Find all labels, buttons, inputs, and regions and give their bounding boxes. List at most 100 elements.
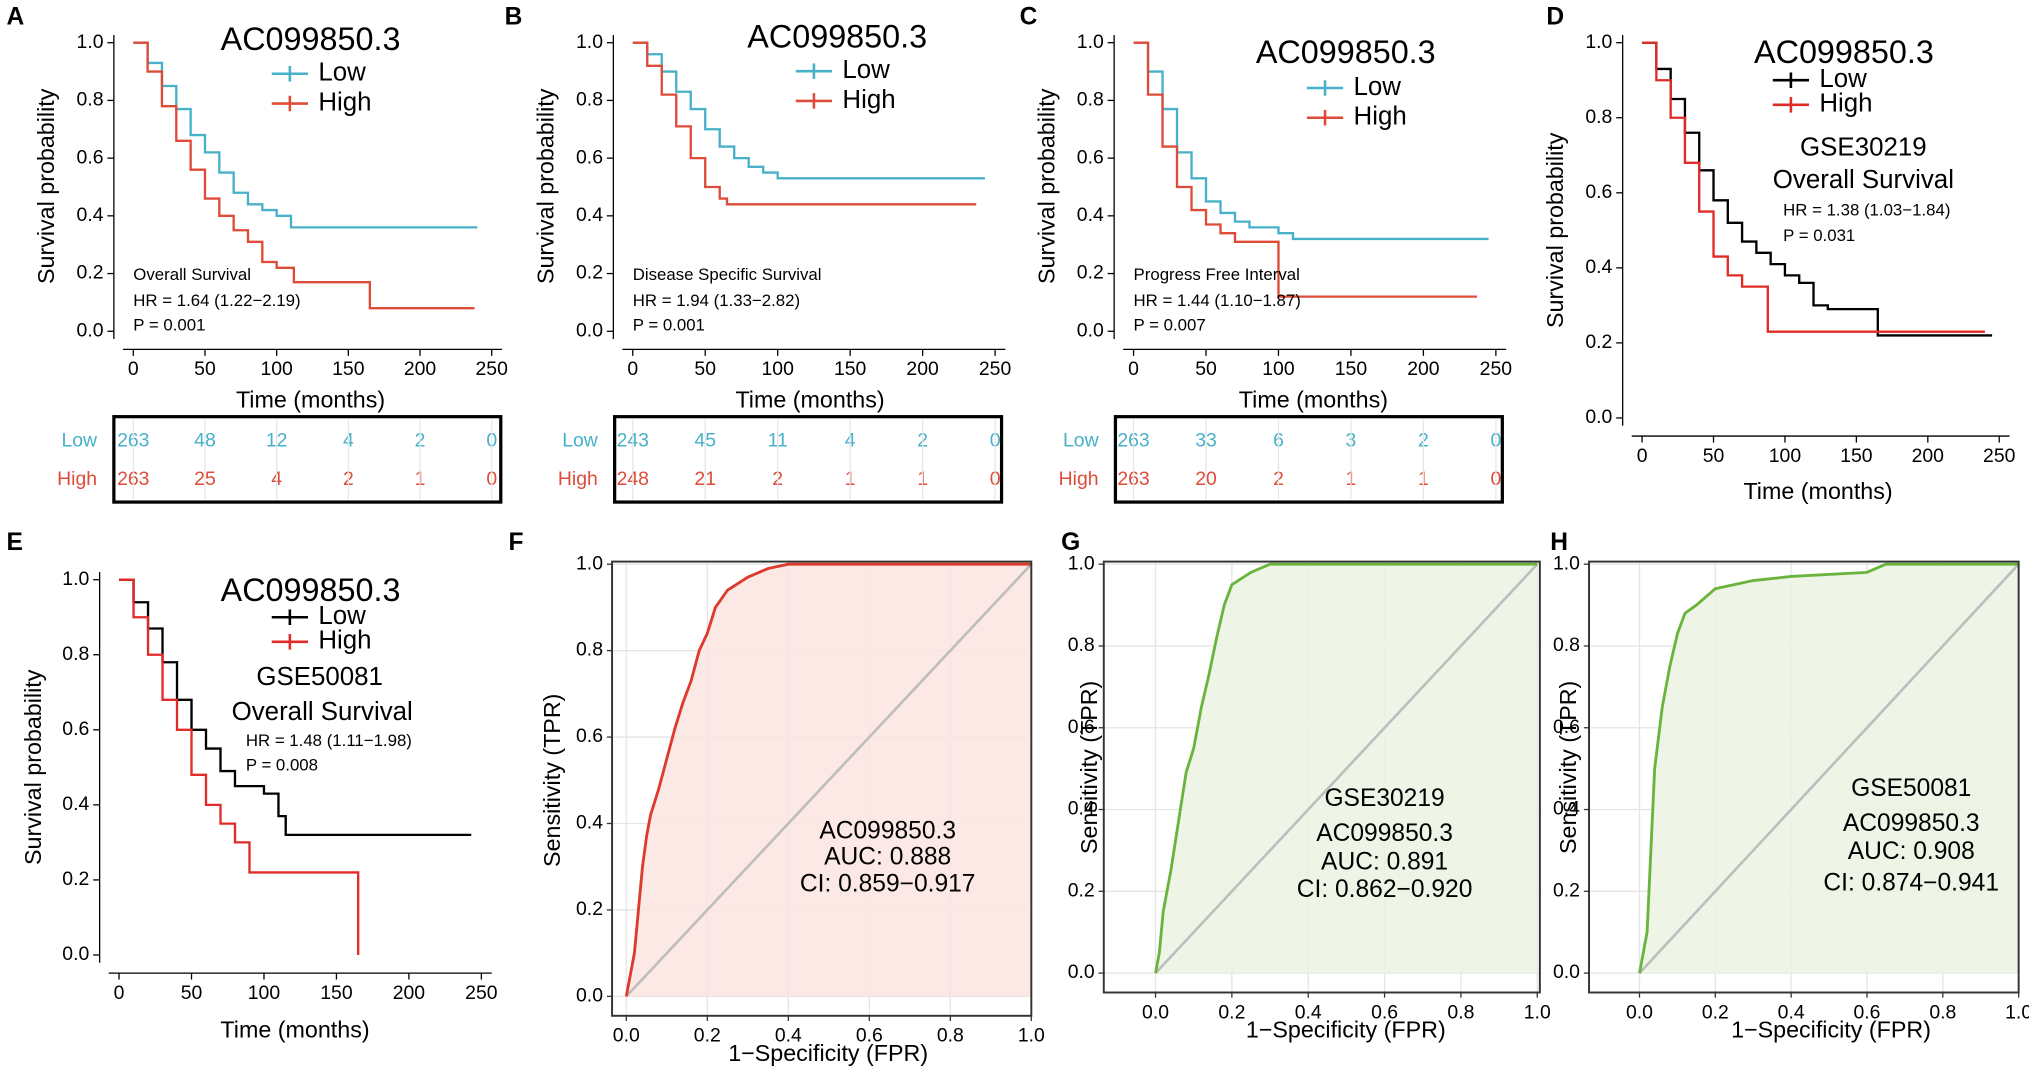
annotation: HR = 1.48 (1.11−1.98): [246, 731, 412, 750]
x-tick-label: 200: [1407, 358, 1440, 380]
survival-curve: [133, 41, 478, 229]
x-axis-title: 1−Specificity (FPR): [728, 1040, 928, 1066]
y-tick-label: 0.6: [576, 725, 603, 747]
x-tick-label: 0.8: [1929, 1001, 1956, 1023]
x-tick-label: 0: [128, 358, 139, 380]
x-axis-title: Time (months): [220, 1016, 369, 1042]
x-tick-label: 50: [694, 358, 716, 380]
plot-frame: [611, 560, 1033, 1017]
x-axis-title: 1−Specificity (FPR): [1731, 1016, 1931, 1042]
annotation: GSE30219: [1324, 785, 1444, 812]
x-axis-title: 1−Specificity (FPR): [1246, 1016, 1446, 1042]
x-tick-label: 100: [260, 358, 293, 380]
x-tick-label: 50: [181, 982, 203, 1004]
annotation: HR = 1.94 (1.33−2.82): [633, 291, 800, 310]
annotation: AC099850.3: [1316, 820, 1453, 847]
x-tick-label: 150: [1335, 358, 1368, 380]
risk-table-frame: [112, 415, 503, 504]
x-axis-title: Time (months): [236, 386, 385, 412]
x-tick-label: 1.0: [2005, 1001, 2029, 1023]
x-tick-label: 100: [761, 358, 794, 380]
y-axis-title: Sensitivity (TPR): [1555, 681, 1581, 854]
chart-title: AC099850.3: [221, 21, 401, 57]
y-tick-label: 0.4: [1068, 798, 1095, 820]
annotation: P = 0.001: [633, 316, 705, 335]
annotation: P = 0.031: [1783, 226, 1855, 245]
y-axis-title: Sensitivity (TPR): [1076, 681, 1102, 854]
annotation: AC099850.3: [819, 818, 956, 845]
y-tick-label: 1.0: [1068, 552, 1095, 574]
annotation: Disease Specific Survival: [633, 265, 822, 284]
plot-frame: [1102, 560, 1541, 994]
y-tick-label: 0.2: [62, 868, 89, 890]
y-tick-label: 0.2: [576, 898, 603, 920]
roc-curve: [624, 562, 1032, 997]
x-tick-label: 0.6: [856, 1025, 883, 1047]
x-tick-label: 150: [332, 358, 365, 380]
annotation: HR = 1.38 (1.03−1.84): [1783, 200, 1950, 219]
annotation: AC099850.3: [1843, 810, 1980, 837]
reference-diagonal: [1638, 563, 2020, 974]
roc-curve: [1154, 562, 1538, 974]
annotation: GSE50081: [256, 663, 383, 691]
survival-curve: [1642, 41, 1993, 337]
annotation: P = 0.008: [246, 755, 318, 774]
y-tick-label: 0.0: [62, 943, 89, 965]
y-tick-label: 1.0: [62, 568, 89, 590]
x-tick-label: 50: [1703, 445, 1725, 467]
legend-label: High: [318, 88, 371, 116]
x-tick-label: 0.4: [1778, 1001, 1805, 1023]
chart-title: AC099850.3: [1754, 34, 1934, 70]
survival-curve: [1642, 41, 1985, 333]
risk-row-label: High: [57, 468, 97, 490]
x-tick-label: 50: [1195, 358, 1217, 380]
y-tick-label: 0.0: [576, 319, 603, 341]
y-tick-label: 0.8: [77, 89, 104, 111]
y-tick-label: 0.0: [576, 985, 603, 1007]
y-tick-label: 0.0: [1077, 319, 1104, 341]
y-tick-label: 0.6: [77, 146, 104, 168]
y-axis-title: Survival probability: [20, 669, 46, 865]
y-tick-label: 0.4: [62, 793, 89, 815]
y-tick-label: 0.2: [1553, 879, 1580, 901]
x-axis-title: Time (months): [1743, 478, 1892, 504]
y-tick-label: 0.2: [1077, 262, 1104, 284]
x-tick-label: 0.2: [694, 1025, 721, 1047]
y-axis-title: Sensitivity (TPR): [539, 694, 565, 867]
y-tick-label: 0.8: [1585, 106, 1612, 128]
annotation: Progress Free Interval: [1134, 265, 1300, 284]
x-tick-label: 100: [248, 982, 281, 1004]
y-tick-label: 0.2: [77, 262, 104, 284]
x-tick-label: 250: [1983, 445, 2016, 467]
survival-curve: [1133, 41, 1489, 241]
y-tick-label: 0.4: [576, 204, 603, 226]
x-tick-label: 0.0: [1142, 1001, 1169, 1023]
x-tick-label: 0.2: [1218, 1001, 1245, 1023]
legend-label: High: [1819, 90, 1872, 118]
risk-row-label: Low: [1063, 429, 1100, 451]
annotation: HR = 1.44 (1.10−1.87): [1134, 291, 1301, 310]
x-tick-label: 200: [1912, 445, 1945, 467]
annotation: CI: 0.874−0.941: [1823, 869, 1999, 896]
x-tick-label: 100: [1262, 358, 1295, 380]
y-tick-label: 0.6: [1068, 716, 1095, 738]
x-tick-label: 0.8: [1447, 1001, 1474, 1023]
y-tick-label: 0.6: [62, 718, 89, 740]
annotation: CI: 0.862−0.920: [1297, 876, 1473, 903]
y-tick-label: 0.0: [1585, 406, 1612, 428]
x-tick-label: 0.4: [1295, 1001, 1322, 1023]
y-tick-label: 1.0: [1553, 552, 1580, 574]
y-tick-label: 0.2: [1068, 879, 1095, 901]
y-tick-label: 1.0: [1077, 31, 1104, 53]
chart-title: AC099850.3: [221, 572, 401, 608]
y-tick-label: 0.6: [1077, 146, 1104, 168]
y-tick-label: 1.0: [576, 31, 603, 53]
y-tick-label: 0.6: [1585, 181, 1612, 203]
x-tick-label: 0.2: [1702, 1001, 1729, 1023]
y-tick-label: 0.6: [576, 146, 603, 168]
y-tick-label: 1.0: [576, 552, 603, 574]
y-tick-label: 0.8: [62, 643, 89, 665]
survival-curve: [632, 41, 977, 206]
x-tick-label: 200: [906, 358, 939, 380]
